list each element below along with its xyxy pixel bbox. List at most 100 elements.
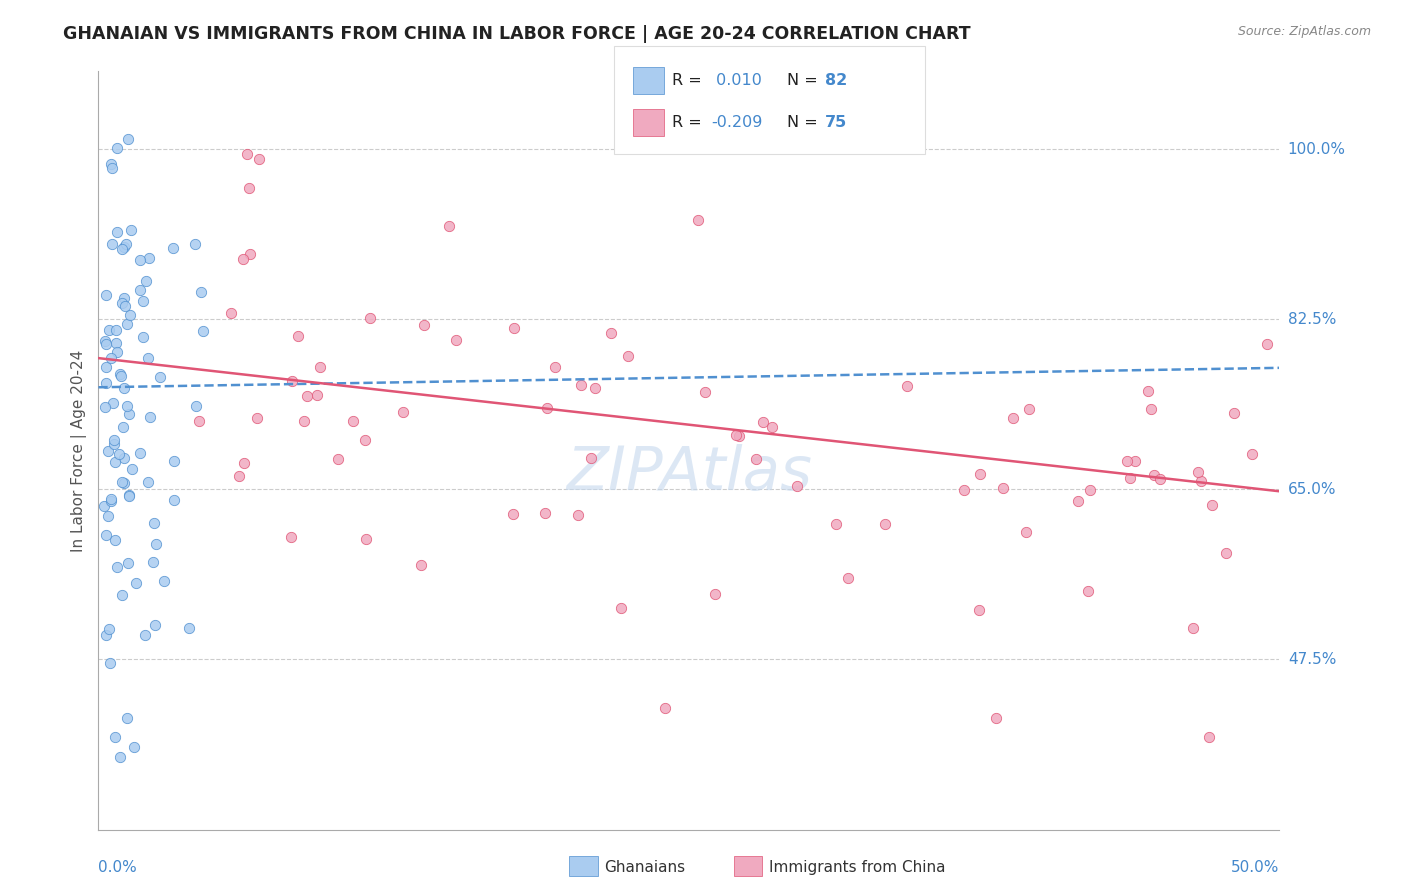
Point <box>134 628 156 642</box>
Point <box>136 351 159 366</box>
Point <box>120 223 142 237</box>
Text: 82.5%: 82.5% <box>1288 311 1336 326</box>
Point <box>105 323 128 337</box>
Text: 65.0%: 65.0% <box>1288 482 1336 497</box>
Point <box>101 396 124 410</box>
Point <box>112 476 135 491</box>
Point <box>100 492 122 507</box>
Text: N =: N = <box>787 115 824 129</box>
Point <box>132 330 155 344</box>
Point <box>94 400 117 414</box>
Y-axis label: In Labor Force | Age 20-24: In Labor Force | Age 20-24 <box>72 350 87 551</box>
Point <box>247 152 270 166</box>
Point <box>1066 494 1088 508</box>
Point <box>704 587 727 601</box>
Point <box>238 181 260 195</box>
Point <box>112 451 135 466</box>
Point <box>128 283 150 297</box>
Point <box>190 285 212 300</box>
Point <box>105 141 128 155</box>
Point <box>118 488 141 502</box>
Point <box>96 288 118 302</box>
Point <box>138 251 160 265</box>
Text: Ghanaians: Ghanaians <box>605 860 686 874</box>
Point <box>295 389 318 403</box>
Point <box>354 434 377 448</box>
Point <box>571 378 593 392</box>
Point <box>97 623 120 637</box>
Point <box>446 333 468 347</box>
Point <box>111 242 134 256</box>
Point <box>1001 410 1024 425</box>
Point <box>101 161 124 176</box>
Point <box>695 384 717 399</box>
Point <box>97 509 120 524</box>
Point <box>1119 471 1142 485</box>
Point <box>115 400 138 414</box>
Point <box>1215 546 1237 560</box>
Text: 47.5%: 47.5% <box>1288 652 1336 667</box>
Point <box>125 576 148 591</box>
Point <box>437 219 460 233</box>
Point <box>409 558 432 572</box>
Point <box>1078 483 1101 497</box>
Point <box>354 532 377 546</box>
Point <box>132 294 155 309</box>
Point <box>101 237 124 252</box>
Point <box>105 336 128 351</box>
Point <box>105 345 128 359</box>
Point <box>686 213 709 227</box>
Point <box>232 252 254 266</box>
Text: 0.0%: 0.0% <box>98 860 138 875</box>
Point <box>163 492 186 507</box>
Point <box>292 414 315 428</box>
Point <box>236 147 259 161</box>
Point <box>309 360 332 375</box>
Point <box>128 252 150 267</box>
Point <box>1137 384 1160 398</box>
Point <box>153 574 176 588</box>
Point <box>142 555 165 569</box>
Point <box>1018 402 1040 417</box>
Point <box>1240 447 1263 461</box>
Point <box>118 308 141 322</box>
Point <box>138 409 160 424</box>
Point <box>342 414 364 428</box>
Point <box>191 324 214 338</box>
Point <box>100 494 122 508</box>
Point <box>114 236 136 251</box>
Point <box>121 461 143 475</box>
Point <box>114 299 136 313</box>
Point <box>751 415 773 429</box>
Point <box>108 447 131 461</box>
Point <box>873 516 896 531</box>
Point <box>145 537 167 551</box>
Point <box>143 618 166 632</box>
Point <box>1198 730 1220 744</box>
Point <box>103 434 125 448</box>
Point <box>1143 467 1166 482</box>
Point <box>148 370 170 384</box>
Point <box>1123 454 1146 468</box>
Point <box>100 351 122 365</box>
Text: 100.0%: 100.0% <box>1288 142 1346 157</box>
Point <box>117 489 139 503</box>
Point <box>1187 465 1209 479</box>
Point <box>93 500 115 514</box>
Point <box>112 381 135 395</box>
Text: ZIPAtlas: ZIPAtlas <box>567 443 811 503</box>
Point <box>307 387 329 401</box>
Point <box>107 560 129 574</box>
Point <box>108 749 131 764</box>
Point <box>745 452 768 467</box>
Point <box>98 656 121 670</box>
Point <box>984 711 1007 725</box>
Point <box>536 401 558 415</box>
Point <box>188 414 211 428</box>
Point <box>111 420 134 434</box>
Point <box>1189 474 1212 488</box>
Point <box>97 443 120 458</box>
Point <box>359 311 381 326</box>
Point <box>326 452 349 467</box>
Point <box>162 454 184 468</box>
